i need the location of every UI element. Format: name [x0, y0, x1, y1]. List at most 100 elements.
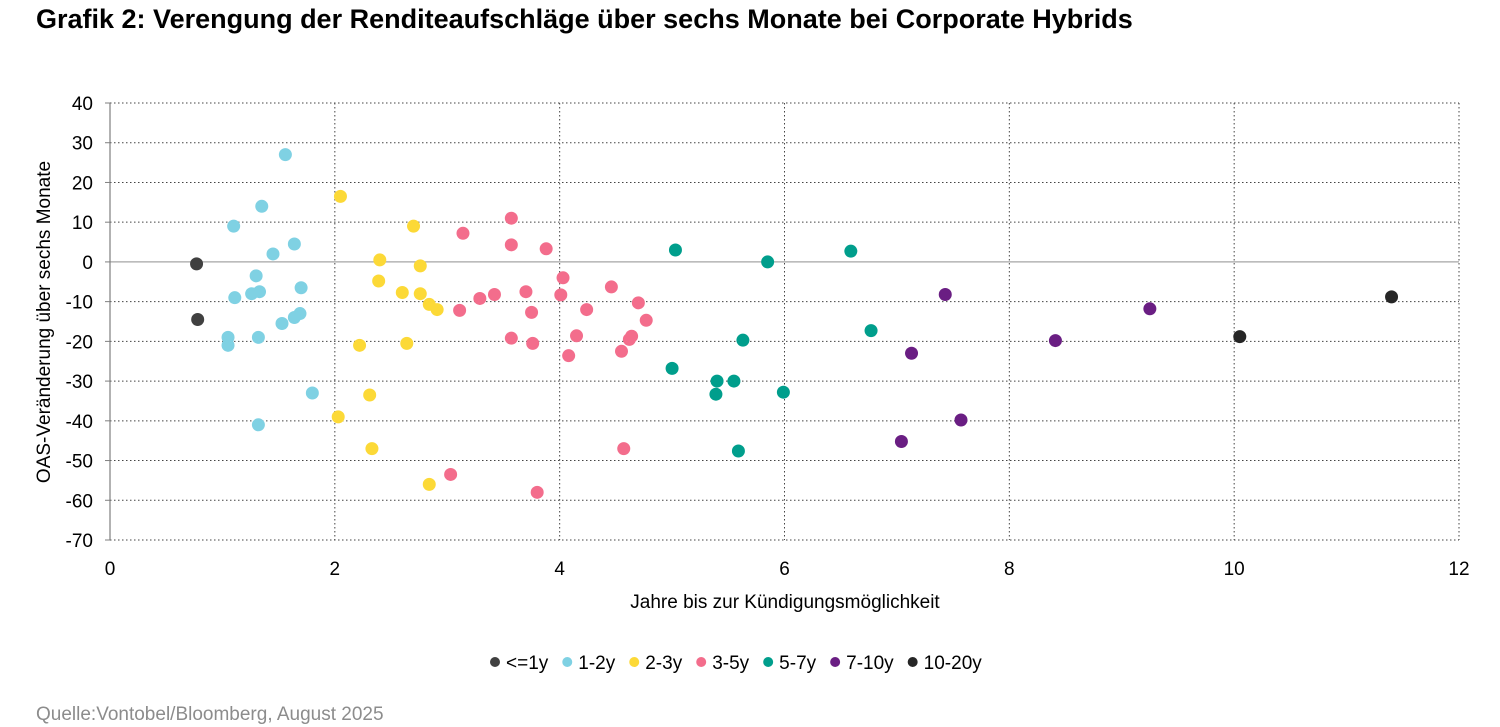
x-tick-label: 6 [779, 559, 790, 580]
data-point [570, 329, 584, 343]
data-point [631, 296, 645, 310]
data-point [554, 288, 568, 302]
data-point [525, 305, 539, 319]
data-point [1385, 290, 1399, 304]
data-point [709, 387, 723, 401]
data-point [191, 313, 205, 327]
data-point [365, 442, 379, 456]
legend-marker [830, 657, 841, 667]
tick-labels: 40 30 20 10 0 -10 -20 -30 -40 -50 -60 -70 0 2 4 6 8 10 12 [66, 94, 1470, 580]
y-tick-label: 10 [72, 213, 93, 234]
data-point [245, 287, 259, 301]
legend-marker [490, 657, 500, 667]
data-point [727, 374, 741, 388]
data-point [372, 274, 386, 288]
x-tick-label: 0 [105, 559, 116, 580]
y-axis-label: OAS-Veränderung über sechs Monate [34, 161, 55, 483]
data-point [413, 259, 427, 273]
data-point [954, 413, 968, 427]
data-point [526, 336, 540, 350]
data-point [864, 324, 878, 338]
data-point [668, 243, 682, 257]
legend-marker [562, 657, 573, 667]
data-point [353, 338, 367, 352]
data-point [422, 477, 436, 491]
data-point [894, 434, 908, 448]
data-point [504, 211, 518, 225]
data-point [287, 311, 301, 325]
data-point [1233, 330, 1247, 344]
data-point [227, 219, 241, 233]
data-point [395, 285, 409, 299]
y-tick-label: -20 [66, 332, 93, 353]
x-tick-label: 4 [554, 559, 565, 580]
data-point [604, 280, 618, 294]
y-tick-label: -70 [66, 531, 93, 552]
data-point [504, 238, 518, 252]
data-point [228, 291, 242, 305]
data-point [1048, 334, 1062, 348]
y-tick-label: 20 [72, 173, 93, 194]
x-tick-label: 10 [1224, 559, 1245, 580]
y-tick-label: -30 [66, 372, 93, 393]
data-point [294, 281, 308, 295]
data-point [430, 303, 444, 317]
legend-label: 1-2y [578, 653, 615, 674]
data-point [413, 287, 427, 301]
data-point [266, 247, 280, 261]
data-point [665, 361, 679, 375]
data-point [278, 148, 292, 162]
x-tick-label: 8 [1004, 559, 1015, 580]
legend-marker [696, 657, 707, 667]
chart-title: Grafik 2: Verengung der Renditeaufschläg… [36, 4, 1133, 34]
source-note: Quelle:Vontobel/Bloomberg, August 2025 [36, 704, 384, 725]
data-point [905, 346, 919, 360]
data-point [622, 332, 636, 346]
data-point [614, 344, 628, 358]
data-point [519, 285, 533, 299]
data-point [639, 313, 653, 327]
y-tick-label: -40 [66, 412, 93, 433]
y-tick-label: 0 [82, 253, 93, 274]
data-point [331, 410, 345, 424]
data-point [287, 237, 301, 251]
data-point [249, 269, 263, 283]
data-point [731, 444, 745, 458]
data-point [453, 303, 467, 317]
legend-marker [763, 657, 774, 667]
data-point [938, 287, 952, 301]
data-point [251, 418, 265, 432]
legend-label: 2-3y [645, 653, 682, 674]
legend-label: 5-7y [779, 653, 816, 674]
y-tick-label: -50 [66, 452, 93, 473]
data-point [617, 442, 631, 456]
data-point [333, 189, 347, 203]
legend-label: 7-10y [846, 653, 894, 674]
data-points [190, 148, 1399, 499]
y-tick-label: 40 [72, 94, 93, 115]
data-point [275, 316, 289, 330]
data-point [504, 331, 518, 345]
legend: <=1y 1-2y 2-3y 3-5y 5-7y 7-10y 10-20y [490, 653, 982, 674]
data-point [363, 388, 377, 402]
data-point [305, 386, 319, 400]
data-point [407, 219, 421, 233]
data-point [456, 226, 470, 240]
data-point [736, 333, 750, 347]
legend-label: <=1y [506, 653, 549, 674]
data-point [444, 467, 458, 481]
data-point [487, 287, 501, 301]
data-point [761, 255, 775, 269]
y-tick-label: -60 [66, 491, 93, 512]
legend-marker [907, 657, 918, 667]
legend-marker [629, 657, 640, 667]
x-tick-label: 2 [330, 559, 341, 580]
data-point [190, 257, 204, 271]
data-point [556, 271, 570, 285]
data-point [710, 374, 724, 388]
data-point [1143, 302, 1157, 316]
legend-label: 10-20y [924, 653, 983, 674]
data-point [251, 330, 265, 344]
data-point [221, 338, 235, 352]
